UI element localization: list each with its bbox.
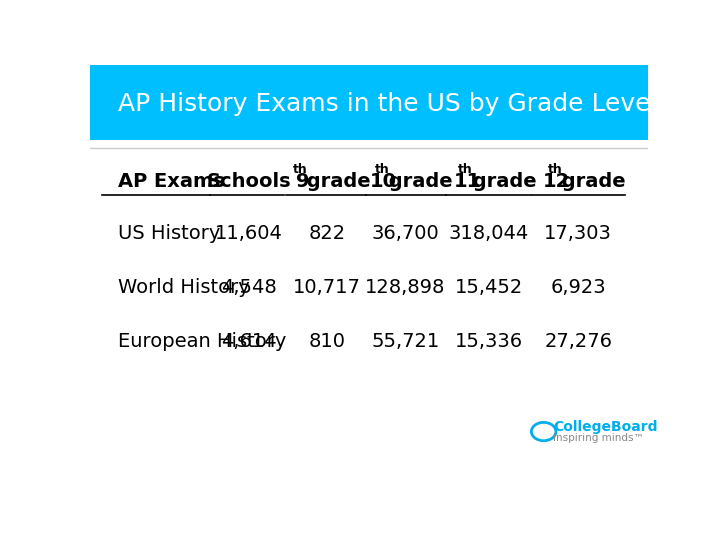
Text: 810: 810 (309, 332, 346, 351)
Text: AP Exams: AP Exams (118, 172, 225, 191)
FancyBboxPatch shape (90, 65, 648, 140)
Text: 4,614: 4,614 (221, 332, 277, 351)
Text: 17,303: 17,303 (544, 224, 612, 242)
Text: 9: 9 (297, 172, 310, 191)
Text: grade: grade (466, 172, 536, 191)
Text: 318,044: 318,044 (449, 224, 529, 242)
Text: 10,717: 10,717 (293, 278, 361, 297)
Text: AP History Exams in the US by Grade Level in 2010: AP History Exams in the US by Grade Leve… (118, 92, 720, 116)
Text: 4,548: 4,548 (221, 278, 277, 297)
Text: 27,276: 27,276 (544, 332, 612, 351)
Text: 11,604: 11,604 (215, 224, 283, 242)
Text: grade: grade (555, 172, 626, 191)
Text: grade: grade (382, 172, 452, 191)
Text: European History: European History (118, 332, 287, 351)
Text: 11: 11 (454, 172, 481, 191)
Text: th: th (374, 163, 390, 176)
Text: th: th (293, 163, 308, 176)
Text: grade: grade (300, 172, 371, 191)
Text: CollegeBoard: CollegeBoard (553, 420, 657, 434)
Text: 6,923: 6,923 (550, 278, 606, 297)
Text: 55,721: 55,721 (371, 332, 439, 351)
Text: th: th (458, 163, 473, 176)
Text: 15,336: 15,336 (455, 332, 523, 351)
Text: 10: 10 (370, 172, 397, 191)
Text: Schools: Schools (207, 172, 292, 191)
Text: World History: World History (118, 278, 250, 297)
Text: 822: 822 (309, 224, 346, 242)
Text: th: th (548, 163, 562, 176)
Text: US History: US History (118, 224, 220, 242)
Text: 15,452: 15,452 (455, 278, 523, 297)
Text: inspiring minds™: inspiring minds™ (553, 433, 644, 443)
Text: 128,898: 128,898 (365, 278, 446, 297)
Text: 36,700: 36,700 (372, 224, 439, 242)
Text: 12: 12 (543, 172, 570, 191)
